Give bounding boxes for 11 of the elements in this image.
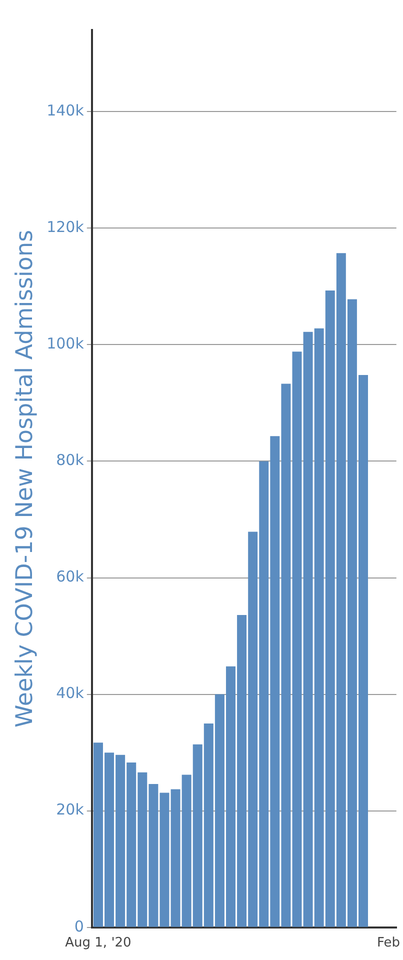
y-tick-label: 100k — [46, 334, 84, 353]
y-axis-title: Weekly COVID-19 New Hospital Admissions — [12, 230, 38, 728]
y-tick-label: 0 — [74, 917, 84, 936]
y-tick-label: 40k — [56, 684, 84, 702]
y-tick-label: 60k — [56, 568, 84, 586]
x-tick-label: Aug 1, '20 — [65, 936, 132, 951]
y-tick-label: 80k — [56, 451, 84, 470]
x-tick-label: Feb — [376, 936, 400, 951]
y-tick-label: 140k — [46, 101, 84, 120]
y-tick-label: 120k — [46, 218, 84, 236]
y-tick-label: 20k — [56, 800, 84, 819]
